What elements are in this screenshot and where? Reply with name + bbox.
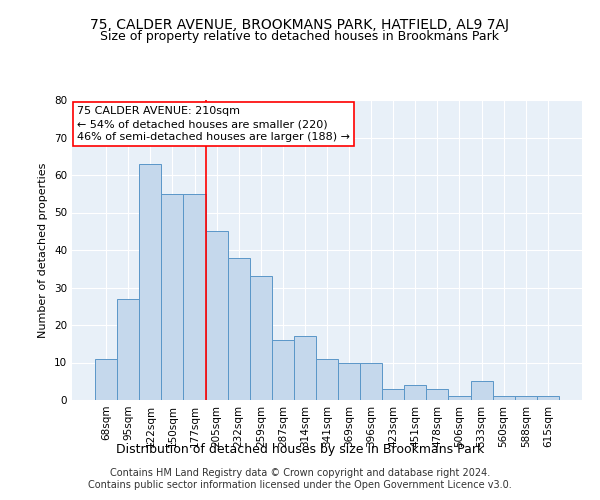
Bar — [227, 258, 250, 400]
Text: Size of property relative to detached houses in Brookmans Park: Size of property relative to detached ho… — [101, 30, 499, 43]
Bar — [537, 396, 559, 400]
Bar — [382, 389, 404, 400]
Bar — [161, 194, 184, 400]
Text: Contains HM Land Registry data © Crown copyright and database right 2024.: Contains HM Land Registry data © Crown c… — [110, 468, 490, 477]
Text: Contains public sector information licensed under the Open Government Licence v3: Contains public sector information licen… — [88, 480, 512, 490]
Bar — [95, 359, 117, 400]
Text: 75, CALDER AVENUE, BROOKMANS PARK, HATFIELD, AL9 7AJ: 75, CALDER AVENUE, BROOKMANS PARK, HATFI… — [91, 18, 509, 32]
Bar — [139, 164, 161, 400]
Bar — [316, 359, 338, 400]
Bar — [272, 340, 294, 400]
Bar — [448, 396, 470, 400]
Y-axis label: Number of detached properties: Number of detached properties — [38, 162, 49, 338]
Bar — [294, 336, 316, 400]
Bar — [404, 385, 427, 400]
Bar — [117, 298, 139, 400]
Bar — [338, 362, 360, 400]
Bar — [250, 276, 272, 400]
Bar — [427, 389, 448, 400]
Text: 75 CALDER AVENUE: 210sqm
← 54% of detached houses are smaller (220)
46% of semi-: 75 CALDER AVENUE: 210sqm ← 54% of detach… — [77, 106, 350, 142]
Bar — [360, 362, 382, 400]
Bar — [206, 231, 227, 400]
Bar — [515, 396, 537, 400]
Text: Distribution of detached houses by size in Brookmans Park: Distribution of detached houses by size … — [116, 442, 484, 456]
Bar — [493, 396, 515, 400]
Bar — [184, 194, 206, 400]
Bar — [470, 381, 493, 400]
